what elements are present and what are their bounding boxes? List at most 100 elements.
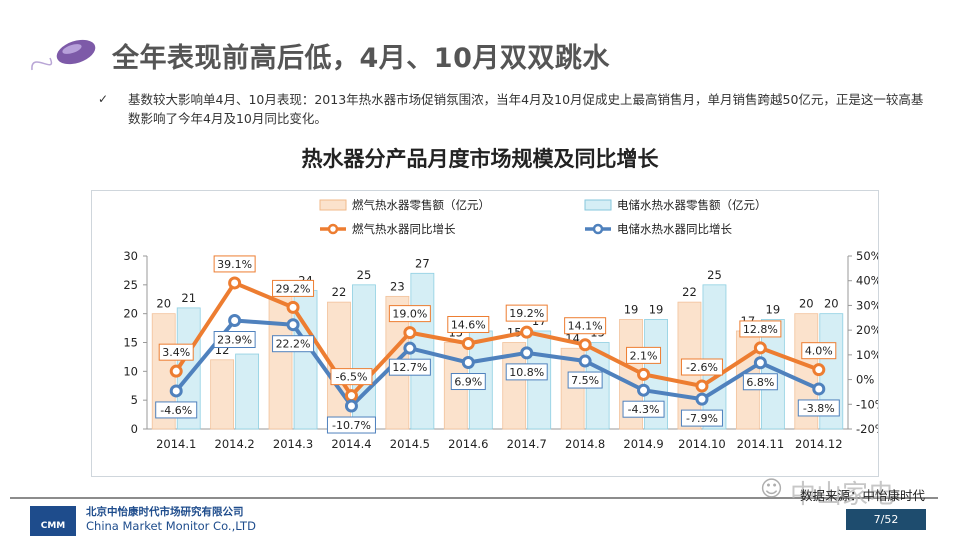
wechat-icon: ☺ bbox=[760, 477, 783, 502]
gas-growth-data-label: 12.8% bbox=[743, 323, 778, 336]
gas-growth-point bbox=[753, 341, 767, 355]
bar-gas-value-label: 20 bbox=[799, 297, 814, 311]
gas-growth-point bbox=[520, 325, 534, 339]
gas-growth-point bbox=[812, 363, 826, 377]
y-right-tick-label: 20% bbox=[856, 323, 878, 337]
bar-electric-value-label: 21 bbox=[181, 291, 196, 305]
gas-growth-data-label: 19.0% bbox=[392, 308, 427, 321]
gas-growth-point bbox=[228, 276, 242, 290]
mouse-logo-icon bbox=[31, 39, 96, 71]
company-logo: CMM bbox=[30, 506, 76, 536]
data-source: 数据来源：中怡康时代 bbox=[800, 488, 926, 503]
electric-growth-data-label: 6.9% bbox=[454, 376, 482, 389]
gas-growth-label-box bbox=[330, 368, 373, 386]
electric-growth-point bbox=[637, 383, 651, 397]
gas-growth-data-label: 2.1% bbox=[630, 349, 658, 362]
electric-growth-label-box bbox=[213, 331, 256, 349]
gas-growth-data-label: 4.0% bbox=[805, 345, 833, 358]
x-tick-label: 2014.12 bbox=[795, 437, 843, 451]
electric-growth-label-box bbox=[742, 373, 778, 391]
gas-growth-label-box bbox=[564, 317, 607, 335]
company-name-en: China Market Monitor Co.,LTD bbox=[86, 519, 256, 533]
x-tick-label: 2014.2 bbox=[215, 437, 255, 451]
legend-swatch bbox=[319, 199, 347, 211]
legend-marker bbox=[327, 223, 339, 235]
gas-growth-label-box bbox=[388, 305, 431, 323]
electric-growth-data-label: -7.9% bbox=[686, 412, 718, 425]
legend-label: 燃气热水器同比增长 bbox=[352, 222, 456, 236]
gas-growth-label-box bbox=[626, 346, 662, 364]
chart: 0 5 10 15 20 25 30 -20% -10% 0% 10% 20% 30% 40% 50% 燃气热… bbox=[123, 198, 878, 451]
electric-growth-label-box bbox=[155, 401, 198, 419]
electric-growth-data-label: 6.8% bbox=[746, 376, 774, 389]
gas-growth-point bbox=[344, 389, 358, 403]
gas-growth-label-box bbox=[801, 342, 837, 360]
electric-growth-label-box bbox=[505, 363, 548, 381]
y-right-tick-label: 40% bbox=[856, 274, 878, 288]
gas-growth-label-box bbox=[680, 358, 723, 376]
gas-growth-label-box bbox=[447, 315, 490, 333]
y-left-tick-label: 25 bbox=[123, 278, 138, 292]
electric-growth-label-box bbox=[326, 416, 376, 434]
legend-swatch bbox=[584, 199, 612, 211]
bar-electric-value-label: 20 bbox=[824, 297, 839, 311]
electric-growth-data-label: 23.9% bbox=[217, 334, 252, 347]
gas-growth-data-label: 29.2% bbox=[276, 282, 311, 295]
gas-growth-point bbox=[461, 336, 475, 350]
bullet-text: ✓ 基数较大影响单4月、10月表现：2013年热水器市场促销氛围浓，当年4月及1… bbox=[98, 90, 924, 128]
gas-growth-point bbox=[637, 367, 651, 381]
electric-growth-point bbox=[578, 354, 592, 368]
gas-growth-data-label: -2.6% bbox=[686, 361, 718, 374]
x-tick-label: 2014.3 bbox=[273, 437, 313, 451]
electric-growth-point bbox=[286, 318, 300, 332]
y-right-tick-label: -20% bbox=[856, 422, 878, 436]
y-left-tick-label: 5 bbox=[131, 393, 138, 407]
gas-growth-data-label: 19.2% bbox=[509, 307, 544, 320]
bar-gas bbox=[560, 347, 585, 430]
gas-growth-point bbox=[578, 338, 592, 352]
bar-gas bbox=[268, 295, 293, 430]
bar-gas-value-label: 19 bbox=[624, 302, 639, 316]
y-left-tick-label: 20 bbox=[123, 307, 138, 321]
electric-growth-point bbox=[812, 382, 826, 396]
x-tick-label: 2014.9 bbox=[623, 437, 663, 451]
chart-frame: 0 5 10 15 20 25 30 -20% -10% 0% 10% 20% 30% 40% 50% 燃气热… bbox=[91, 190, 879, 477]
electric-growth-data-label: -4.6% bbox=[160, 404, 192, 417]
legend-label: 电储水热水器零售额（亿元） bbox=[617, 198, 767, 212]
company-name-cn: 北京中怡康时代市场研究有限公司 bbox=[86, 506, 244, 518]
chart-title: 热水器分产品月度市场规模及同比增长 bbox=[301, 147, 659, 171]
electric-growth-point bbox=[344, 399, 358, 413]
legend-label: 电储水热水器同比增长 bbox=[617, 222, 732, 236]
gas-growth-label-box bbox=[272, 279, 315, 297]
gas-growth-label-box bbox=[213, 255, 256, 273]
electric-growth-label-box bbox=[567, 371, 603, 389]
x-tick-label: 2014.5 bbox=[390, 437, 430, 451]
x-tick-label: 2014.11 bbox=[737, 437, 785, 451]
x-tick-label: 2014.1 bbox=[156, 437, 196, 451]
electric-growth-point bbox=[695, 392, 709, 406]
y-left-tick-label: 0 bbox=[131, 422, 138, 436]
gas-growth-label-box bbox=[158, 343, 194, 361]
bar-gas-value-label: 22 bbox=[332, 285, 347, 299]
y-right-tick-label: 10% bbox=[856, 348, 878, 362]
legend-label: 燃气热水器零售额（亿元） bbox=[352, 198, 490, 212]
electric-growth-data-label: 10.8% bbox=[509, 366, 544, 379]
checkmark-icon: ✓ bbox=[98, 92, 109, 106]
x-tick-label: 2014.6 bbox=[448, 437, 488, 451]
gas-growth-data-label: -6.5% bbox=[335, 371, 367, 384]
electric-growth-data-label: 12.7% bbox=[392, 361, 427, 374]
x-tick-label: 2014.8 bbox=[565, 437, 605, 451]
bar-gas bbox=[210, 359, 235, 430]
electric-growth-point bbox=[169, 384, 183, 398]
bar-gas-value-label: 23 bbox=[390, 279, 405, 293]
bar-electric-value-label: 19 bbox=[649, 302, 664, 316]
electric-growth-data-label: 22.2% bbox=[276, 338, 311, 351]
x-tick-label: 2014.10 bbox=[678, 437, 726, 451]
electric-growth-line bbox=[174, 318, 820, 409]
electric-growth-label-box bbox=[680, 409, 723, 427]
electric-growth-data-label: -3.8% bbox=[803, 402, 835, 415]
footer-divider bbox=[10, 497, 938, 499]
electric-growth-data-label: -10.7% bbox=[332, 419, 371, 432]
electric-growth-point bbox=[753, 356, 767, 370]
electric-growth-label-box bbox=[797, 399, 840, 417]
